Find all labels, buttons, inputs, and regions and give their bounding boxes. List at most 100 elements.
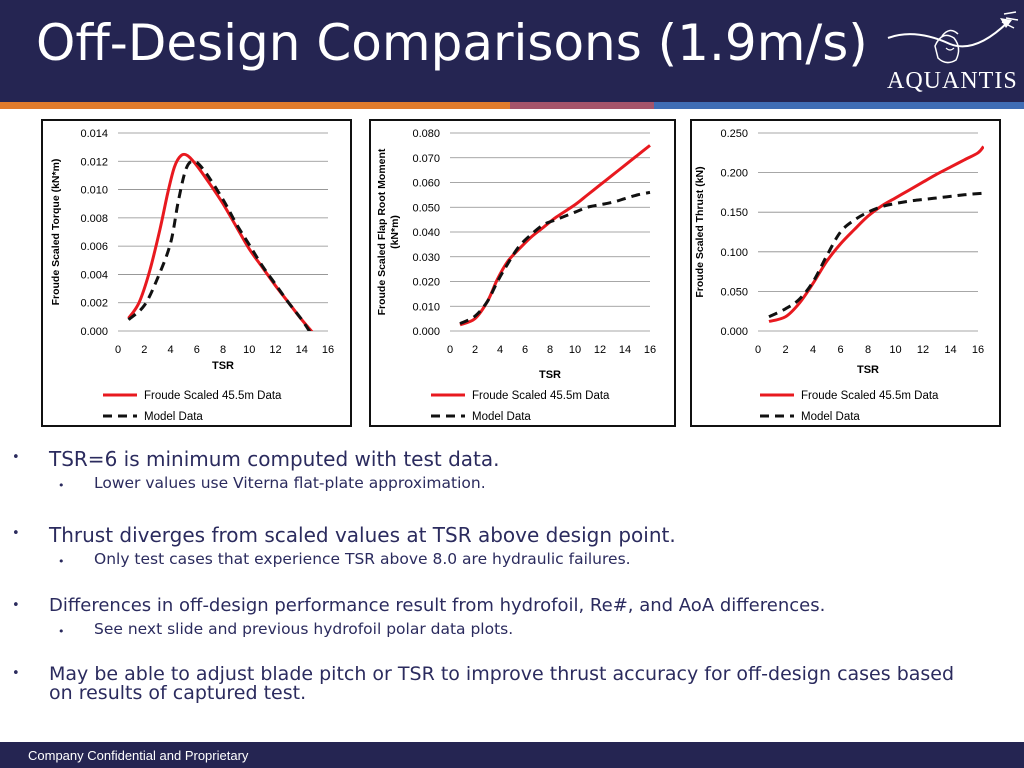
sub-bullet-item: • — [58, 551, 65, 569]
bullet-dot-icon: • — [12, 526, 20, 541]
x-tick-label: 2 — [141, 344, 147, 356]
x-tick-label: 10 — [889, 344, 901, 356]
x-tick-label: 6 — [194, 344, 200, 356]
x-tick-label: 0 — [755, 344, 761, 356]
chart-svg: 0.000 0.010 0.020 0.030 0.040 0.050 0.060 0.070… — [376, 128, 656, 423]
x-tick-label: 12 — [269, 344, 281, 356]
legend-label: Model Data — [144, 411, 203, 423]
legend-label: Model Data — [801, 411, 860, 423]
y-tick-label: 0.080 — [412, 128, 440, 140]
x-tick-label: 10 — [243, 344, 255, 356]
x-tick-label: 4 — [167, 344, 173, 356]
y-tick-label: 0.050 — [720, 286, 748, 298]
chart-svg: 0.000 0.050 0.100 0.150 0.200 0.250 0 2 4 6 8 10 12 1… — [694, 128, 984, 423]
x-tick-label: 4 — [810, 344, 816, 356]
y-tick-label: 0.000 — [720, 326, 748, 338]
footer-text: Company Confidential and Proprietary — [28, 748, 249, 763]
bullet-text: Differences in off-design performance re… — [49, 595, 826, 616]
y-tick-label: 0.004 — [80, 269, 108, 281]
x-tick-label: 8 — [220, 344, 226, 356]
x-tick-label: 16 — [644, 344, 656, 356]
x-axis-label: TSR — [857, 364, 879, 376]
accent-bar-orange — [0, 102, 510, 109]
x-tick-label: 4 — [497, 344, 503, 356]
sub-bullet-text: Only test cases that experience TSR abov… — [94, 550, 631, 568]
model-data-line — [127, 159, 312, 331]
y-tick-label: 0.010 — [80, 185, 108, 197]
y-tick-label: 0.100 — [720, 247, 748, 259]
sub-bullet-dot-icon: • — [58, 625, 65, 638]
y-tick-label: 0.150 — [720, 207, 748, 219]
y-tick-label: 0.002 — [80, 298, 108, 310]
x-tick-label: 8 — [865, 344, 871, 356]
legend-label: Froude Scaled 45.5m Data — [144, 390, 282, 402]
y-axis-label-line2: (kN*m) — [389, 215, 401, 249]
bullet-dot-icon: • — [12, 666, 20, 681]
y-axis-label: Froude Scaled Flap Root Moment — [376, 148, 388, 315]
sub-bullet-item: • — [58, 621, 65, 639]
bullet-dot-icon: • — [12, 598, 20, 613]
accent-bar-blue — [654, 102, 1024, 109]
y-tick-label: 0.012 — [80, 156, 108, 168]
x-tick-label: 16 — [322, 344, 334, 356]
sub-bullet-item: • — [58, 475, 65, 493]
x-tick-label: 8 — [547, 344, 553, 356]
x-tick-label: 14 — [944, 344, 956, 356]
title-bar: Off-Design Comparisons (1.9m/s) AQUANTIS — [0, 0, 1024, 102]
y-tick-label: 0.200 — [720, 168, 748, 180]
y-tick-label: 0.014 — [80, 128, 108, 140]
flap-root-moment-chart: 0.000 0.010 0.020 0.030 0.040 0.050 0.060 0.070… — [369, 119, 676, 427]
y-tick-label: 0.060 — [412, 178, 440, 190]
x-tick-label: 12 — [917, 344, 929, 356]
x-tick-label: 0 — [115, 344, 121, 356]
bullet-text: on results of captured test. — [49, 682, 307, 704]
x-tick-label: 14 — [619, 344, 631, 356]
x-tick-label: 6 — [837, 344, 843, 356]
x-tick-label: 2 — [472, 344, 478, 356]
x-axis-label: TSR — [539, 369, 561, 381]
x-tick-label: 6 — [522, 344, 528, 356]
sub-bullet-dot-icon: • — [58, 555, 65, 568]
page-title: Off-Design Comparisons (1.9m/s) — [36, 14, 868, 72]
thrust-chart: 0.000 0.050 0.100 0.150 0.200 0.250 0 2 4 6 8 10 12 1… — [690, 119, 1001, 427]
y-tick-label: 0.010 — [412, 301, 440, 313]
bullet-text: May be able to adjust blade pitch or TSR… — [49, 663, 955, 685]
aquantis-logo-icon — [887, 11, 1019, 64]
froude-scaled-data-line — [127, 152, 314, 331]
y-axis-label: Froude Scaled Torque (kN*m) — [50, 159, 62, 306]
accent-bar-mauve — [510, 102, 654, 109]
bullet-text: Thrust diverges from scaled values at TS… — [49, 523, 676, 547]
chart-svg: 0.000 0.002 0.004 0.006 0.008 0.010 0.012 0.014… — [50, 128, 334, 423]
y-tick-label: 0.070 — [412, 153, 440, 165]
x-tick-label: 10 — [569, 344, 581, 356]
y-tick-label: 0.040 — [412, 227, 440, 239]
legend-label: Froude Scaled 45.5m Data — [472, 390, 610, 402]
bullet-text: TSR=6 is minimum computed with test data… — [49, 447, 500, 471]
y-tick-label: 0.008 — [80, 213, 108, 225]
y-tick-label: 0.050 — [412, 202, 440, 214]
y-tick-label: 0.250 — [720, 128, 748, 140]
x-axis-label: TSR — [212, 360, 234, 372]
y-tick-label: 0.020 — [412, 277, 440, 289]
y-axis-label: Froude Scaled Thrust (kN) — [694, 166, 706, 297]
y-tick-label: 0.006 — [80, 241, 108, 253]
x-tick-label: 2 — [782, 344, 788, 356]
x-tick-label: 0 — [447, 344, 453, 356]
legend-label: Model Data — [472, 411, 531, 423]
y-tick-label: 0.000 — [80, 326, 108, 338]
legend-label: Froude Scaled 45.5m Data — [801, 390, 939, 402]
x-tick-label: 16 — [972, 344, 984, 356]
y-tick-label: 0.000 — [412, 326, 440, 338]
x-tick-label: 12 — [594, 344, 606, 356]
logo-text: AQUANTIS — [887, 68, 1018, 94]
froude-scaled-data-line — [459, 144, 651, 327]
sub-bullet-text: Lower values use Viterna flat-plate appr… — [94, 474, 486, 492]
footer: Company Confidential and Proprietary — [0, 742, 1024, 768]
model-data-line — [768, 191, 984, 319]
sub-bullet-text: See next slide and previous hydrofoil po… — [94, 620, 514, 638]
x-tick-label: 14 — [296, 344, 308, 356]
bullet-dot-icon: • — [12, 450, 20, 465]
model-data-line — [459, 190, 651, 325]
sub-bullet-dot-icon: • — [58, 479, 65, 492]
torque-chart: 0.000 0.002 0.004 0.006 0.008 0.010 0.012 0.014… — [41, 119, 352, 427]
